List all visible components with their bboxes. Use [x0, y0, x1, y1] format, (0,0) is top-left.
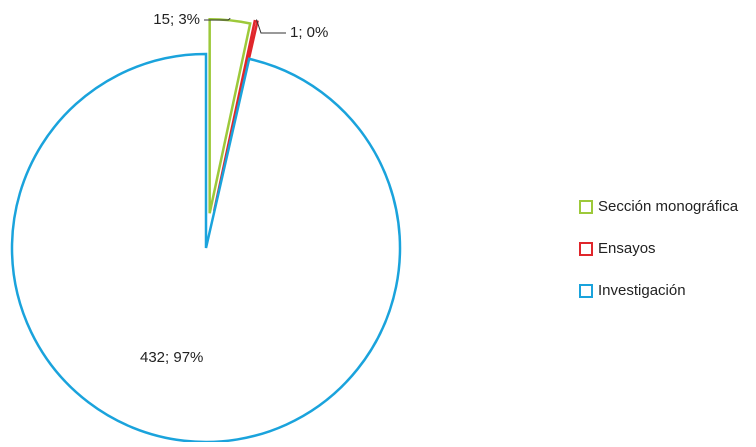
pie-slice — [10, 52, 402, 444]
leader-line — [204, 17, 231, 21]
legend-label: Ensayos — [598, 240, 656, 257]
legend-swatch — [579, 284, 593, 298]
data-label: 1; 0% — [290, 24, 328, 41]
leader-line — [255, 19, 286, 34]
legend-swatch — [579, 200, 593, 214]
legend-label: Sección monográfica — [598, 198, 739, 215]
legend-swatch — [579, 242, 593, 256]
legend-label: Investigación — [598, 282, 686, 299]
data-label: 432; 97% — [140, 349, 203, 366]
pie-slice — [208, 17, 252, 214]
data-label: 15; 3% — [153, 11, 200, 28]
